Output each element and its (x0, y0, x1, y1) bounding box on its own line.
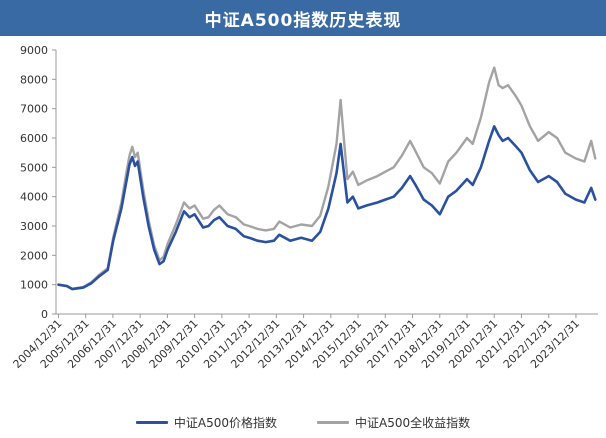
y-tick-label-2: 2000 (20, 249, 48, 262)
legend-label-total-return: 中证A500全收益指数 (355, 415, 471, 430)
y-tick-label-3: 3000 (20, 220, 48, 233)
series-line-price (57, 125, 597, 291)
legend-label-price: 中证A500价格指数 (173, 415, 277, 430)
y-tick-label-0: 0 (41, 308, 48, 321)
legend-item-price: 中证A500价格指数 (135, 414, 277, 431)
chart-title: 中证A500指数历史表现 (0, 0, 606, 36)
y-tick-label-8: 8000 (20, 73, 48, 86)
y-tick-label-1: 1000 (20, 279, 48, 292)
y-tick-label-7: 7000 (20, 103, 48, 116)
chart-canvas: 0100020003000400050006000700080009000200… (11, 44, 598, 371)
legend-swatch-total-return (317, 420, 349, 424)
y-tick-label-6: 6000 (20, 132, 48, 145)
legend-item-total-return: 中证A500全收益指数 (317, 414, 470, 431)
series-line-total-return (57, 66, 597, 291)
y-tick-label-9: 9000 (20, 44, 48, 57)
y-tick-label-5: 5000 (20, 161, 48, 174)
legend-swatch-price (135, 420, 168, 424)
chart-legend: 中证A500价格指数 中证A500全收益指数 (0, 410, 606, 434)
y-tick-label-4: 4000 (20, 191, 48, 204)
